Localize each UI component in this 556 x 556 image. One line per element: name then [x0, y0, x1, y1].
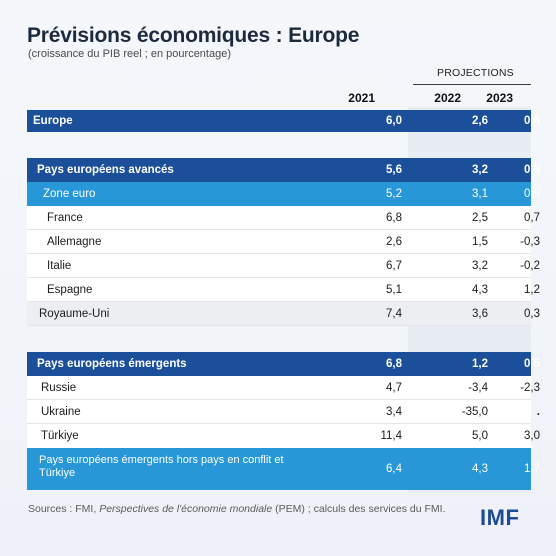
projections-rule [413, 84, 531, 85]
value-2022: -3,4 [468, 382, 488, 394]
value-2022: 4,3 [472, 284, 488, 296]
value-2021: 2,6 [386, 236, 402, 248]
table-row-united-kingdom: Royaume-Uni 7,4 3,6 0,3 [27, 302, 540, 326]
value-2023: 1,7 [524, 463, 540, 475]
imf-logo: IMF [480, 505, 520, 530]
row-label: Türkiye [41, 430, 79, 442]
value-2023: 0,3 [524, 308, 540, 320]
row-label: Ukraine [41, 406, 81, 418]
value-2023: 0,6 [524, 115, 540, 127]
value-2023: 3,0 [524, 430, 540, 442]
table-row-germany: Allemagne 2,6 1,5 -0,3 [27, 230, 540, 254]
table-row-emerging-excl-conflict: Pays européens émergents hors pays en co… [27, 448, 540, 490]
value-2023: 0,6 [524, 164, 540, 176]
value-2021: 5,6 [386, 164, 402, 176]
row-label: Europe [33, 115, 73, 127]
value-2023: 0,5 [524, 188, 540, 200]
row-label: Pays européens avancés [37, 164, 174, 176]
table-row-ukraine: Ukraine 3,4 -35,0 . [27, 400, 540, 424]
source-publication: Perspectives de l'économie mondiale [99, 503, 273, 515]
value-2022: 5,0 [472, 430, 488, 442]
value-2021: 6,0 [386, 115, 402, 127]
value-2023: -0,3 [520, 236, 540, 248]
value-2022: -35,0 [461, 406, 488, 418]
table-row-france: France 6,8 2,5 0,7 [27, 206, 540, 230]
value-2022: 3,2 [472, 260, 488, 272]
row-label: Royaume-Uni [39, 308, 110, 320]
row-label: Zone euro [43, 188, 96, 200]
value-2022: 3,1 [472, 188, 488, 200]
value-2022: 1,2 [472, 358, 488, 370]
value-2022: 2,6 [472, 115, 488, 127]
table-row-spain: Espagne 5,1 4,3 1,2 [27, 278, 540, 302]
table-row-europe: Europe 6,0 2,6 0,6 [27, 110, 540, 132]
page-subtitle: (croissance du PIB reel ; en pourcentage… [28, 48, 232, 60]
table-row-advanced: Pays européens avancés 5,6 3,2 0,6 [27, 158, 540, 182]
year-header-2021: 2021 [348, 91, 375, 105]
table-row-italy: Italie 6,7 3,2 -0,2 [27, 254, 540, 278]
year-header-2022: 2022 [434, 91, 461, 105]
row-label-line2: Türkiye [39, 467, 76, 479]
value-2022: 1,5 [472, 236, 488, 248]
value-2021: 4,7 [386, 382, 402, 394]
value-2023: -0,2 [520, 260, 540, 272]
row-label-line1: Pays européens émergents hors pays en co… [39, 454, 284, 466]
value-2021: 5,2 [386, 188, 402, 200]
projections-label: PROJECTIONS [437, 67, 514, 79]
value-2022: 3,2 [472, 164, 488, 176]
value-2022: 3,6 [472, 308, 488, 320]
page-title: Prévisions économiques : Europe [27, 24, 360, 47]
value-2023: 0,7 [524, 212, 540, 224]
row-label: Italie [47, 260, 72, 272]
row-label: Espagne [47, 284, 93, 296]
row-label: Russie [41, 382, 77, 394]
value-2021: 6,4 [386, 463, 402, 475]
value-2023: 0,5 [524, 358, 540, 370]
table-row-russia: Russie 4,7 -3,4 -2,3 [27, 376, 540, 400]
table-row-emerging: Pays européens émergents 6,8 1,2 0,5 [27, 352, 540, 376]
value-2023: 1,2 [524, 284, 540, 296]
source-note: Sources : FMI, Perspectives de l'économi… [28, 503, 448, 516]
row-label: Allemagne [47, 236, 102, 248]
row-label: Pays européens émergents [37, 358, 187, 370]
value-2022: 2,5 [472, 212, 488, 224]
value-2021: 6,8 [386, 212, 402, 224]
row-label: France [47, 212, 83, 224]
value-2021: 7,4 [386, 308, 402, 320]
value-2021: 11,4 [380, 430, 402, 442]
value-2022: 4,3 [472, 463, 488, 475]
source-prefix: Sources : FMI, [28, 503, 100, 515]
value-2023: . [536, 406, 540, 418]
table-row-turkiye: Türkiye 11,4 5,0 3,0 [27, 424, 540, 449]
value-2021: 6,7 [386, 260, 402, 272]
value-2021: 3,4 [386, 406, 402, 418]
source-suffix: (PEM) ; calculs des services du FMI. [272, 503, 446, 515]
table-row-euro-area: Zone euro 5,2 3,1 0,5 [27, 182, 540, 206]
year-header-2023: 2023 [486, 91, 513, 105]
value-2021: 5,1 [386, 284, 402, 296]
value-2021: 6,8 [386, 358, 402, 370]
value-2023: -2,3 [520, 382, 540, 394]
